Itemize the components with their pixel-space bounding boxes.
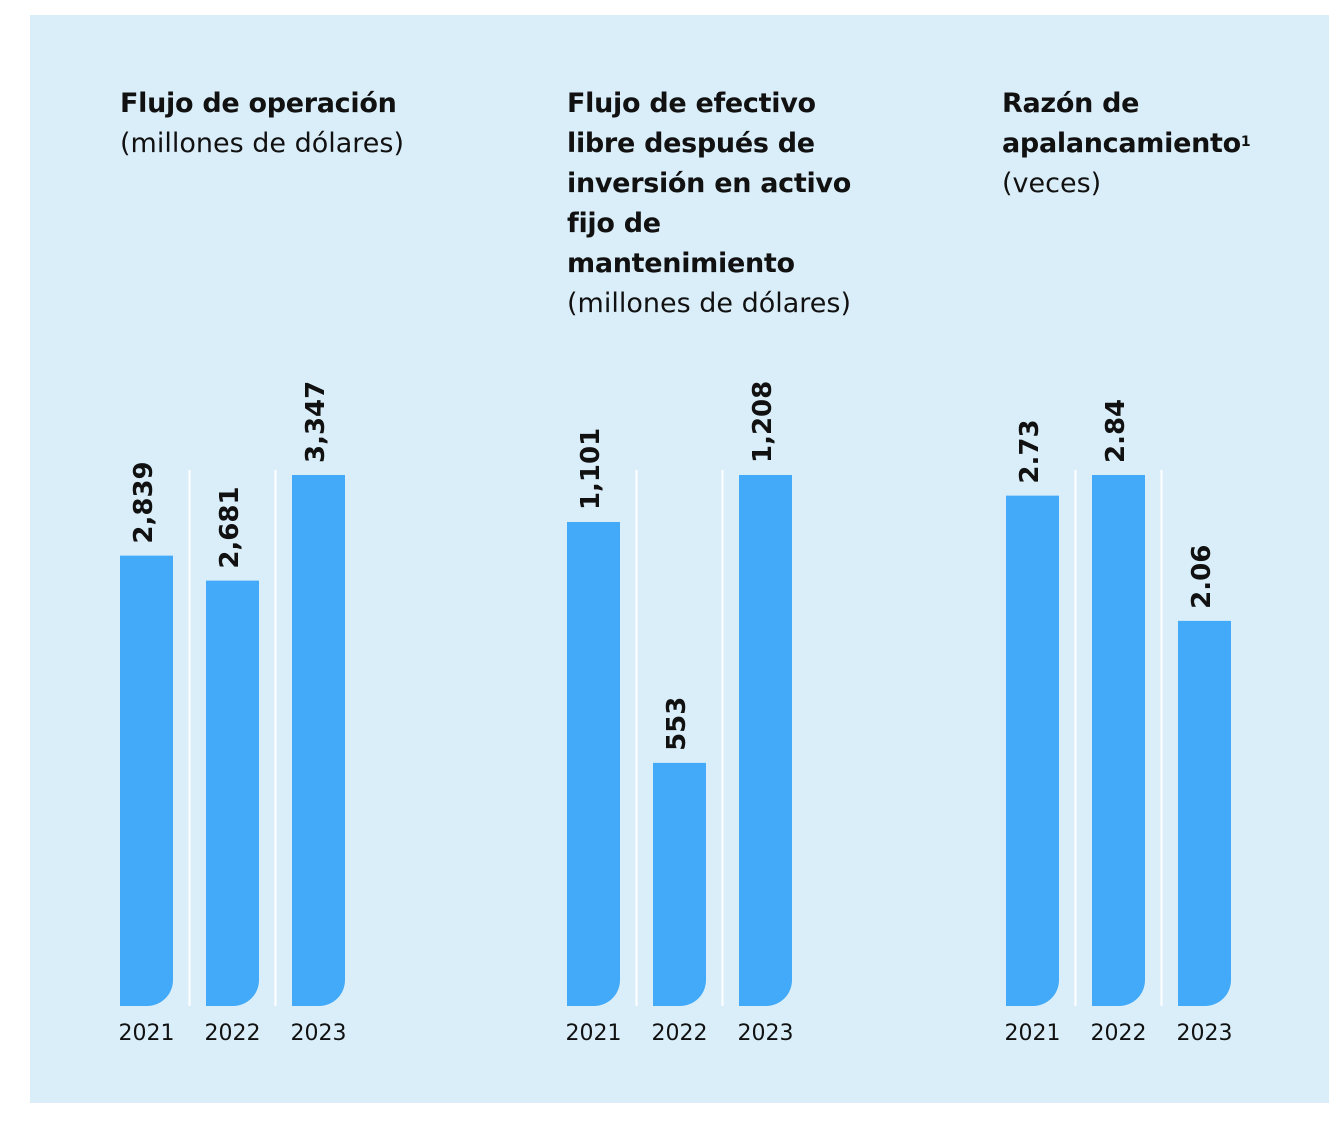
bar <box>120 555 173 1006</box>
value-label: 2,681 <box>215 486 245 568</box>
chart-title-wrap: Razón de apalancamiento1 <box>1002 84 1262 164</box>
value-label: 553 <box>662 697 692 751</box>
chart-subtitle: (millones de dólares) <box>120 128 404 159</box>
bar <box>653 762 706 1006</box>
bar <box>1092 475 1145 1006</box>
value-label: 2.84 <box>1101 399 1131 463</box>
chart-title: Razón de apalancamiento <box>1002 88 1241 159</box>
bar <box>567 522 620 1006</box>
bar <box>1178 620 1231 1006</box>
x-tick-label: 2022 <box>652 1021 708 1046</box>
value-label: 2.73 <box>1015 419 1045 483</box>
value-label: 1,208 <box>748 381 778 463</box>
x-tick-label: 2022 <box>1091 1021 1147 1046</box>
footnote-mark: 1 <box>1240 134 1251 150</box>
x-tick-label: 2023 <box>738 1021 794 1046</box>
chart-subtitle: (veces) <box>1002 168 1102 199</box>
bar <box>206 580 259 1006</box>
x-tick-label: 2023 <box>291 1021 347 1046</box>
x-tick-label: 2021 <box>1005 1021 1061 1046</box>
chart-subtitle: (millones de dólares) <box>567 288 851 319</box>
x-tick-label: 2022 <box>205 1021 261 1046</box>
chart-title: Flujo de operación <box>120 88 397 119</box>
value-label: 3,347 <box>301 381 331 463</box>
bar <box>1006 495 1059 1006</box>
value-label: 2.06 <box>1187 545 1217 609</box>
bar <box>292 475 345 1006</box>
chart-title: Flujo de efectivo libre después de inver… <box>567 88 851 279</box>
x-tick-label: 2023 <box>1177 1021 1233 1046</box>
bar <box>739 475 792 1006</box>
chart-heading: Flujo de operación (millones de dólares) <box>120 84 440 164</box>
value-label: 2,839 <box>129 461 159 543</box>
x-tick-label: 2021 <box>566 1021 622 1046</box>
chart-heading: Flujo de efectivo libre después de inver… <box>567 84 887 324</box>
value-label: 1,101 <box>576 428 606 510</box>
x-tick-label: 2021 <box>119 1021 175 1046</box>
chart-heading: Razón de apalancamiento1 (veces) <box>1002 84 1262 204</box>
